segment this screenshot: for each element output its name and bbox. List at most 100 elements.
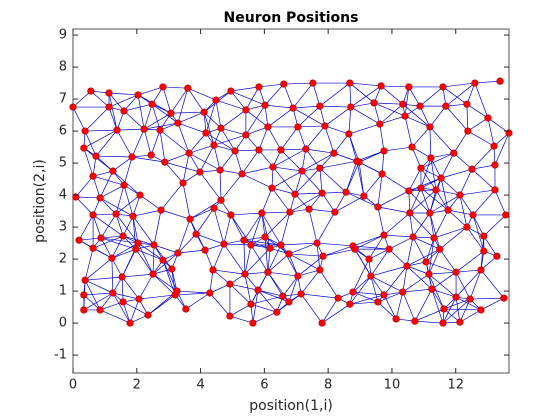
connection [112,292,140,300]
neuron [285,298,293,306]
neuron [119,232,127,240]
connection [428,237,435,275]
y-tick-label: -1 [54,348,67,363]
connection [252,290,259,324]
connection [466,226,485,252]
connection [440,153,455,179]
neuron [277,146,285,154]
connection [420,167,442,179]
neuron [334,294,342,302]
neuron [135,295,143,303]
connection [430,157,442,179]
connection [121,276,124,302]
connection [294,170,303,195]
connection [230,214,245,241]
neuron [206,289,214,297]
connection [471,164,496,170]
connection [312,82,321,107]
connection [182,153,190,183]
connection [280,126,299,151]
connection [402,291,416,322]
connection [244,247,271,275]
connection [138,294,176,300]
neuron [405,83,413,91]
connection [99,309,131,324]
connection [267,248,271,273]
connection [483,235,498,257]
connection [420,187,449,211]
connection [283,82,313,85]
connection [349,82,382,87]
connection [219,170,222,201]
connection [349,275,372,305]
neuron [255,83,263,91]
connection [280,244,299,277]
connection [137,94,145,130]
connection [300,269,321,295]
connection [319,269,339,299]
neuron [294,123,302,131]
x-tick-label: 12 [447,378,464,393]
connection [85,129,118,132]
connection [352,258,370,293]
connection [187,87,217,101]
connection [406,265,430,275]
x-tick-label: 6 [260,378,268,393]
connection [414,288,433,322]
connection [333,133,350,154]
neuron [432,186,440,194]
connection [162,86,172,114]
connection [264,211,291,238]
connection [84,280,101,311]
connection [244,274,252,305]
neuron [480,247,488,255]
connection [122,273,154,278]
connection [308,209,318,244]
connection [189,207,215,220]
connection [305,148,334,154]
connection [408,168,422,192]
neuron [439,83,447,91]
connection [455,272,471,300]
neuron [316,164,324,172]
connection [319,82,351,107]
neuron [321,122,329,130]
connection [245,104,266,136]
connection [494,189,507,216]
connection [188,144,215,154]
connection [250,303,277,313]
connection [455,250,485,273]
connection [267,126,282,151]
neuron [109,167,117,175]
neuron [380,147,388,155]
neuron [464,127,472,135]
neuron [318,319,326,327]
connection [459,309,482,323]
connection [99,197,117,215]
neuron [342,188,350,196]
connection [72,106,86,132]
neuron [120,107,128,115]
connection [455,269,482,298]
connection [305,148,321,169]
connection [406,265,433,290]
neuron [376,120,384,128]
connection [264,236,269,273]
connection [428,273,445,310]
neuron [286,208,294,216]
connection [350,102,375,108]
neuron [490,142,498,150]
connection [442,86,468,105]
connection [429,126,432,158]
neuron [258,209,266,217]
connection [112,156,133,172]
connection [121,249,137,278]
neuron [331,208,339,216]
neuron [89,244,97,252]
connection [480,297,505,311]
connection [373,102,381,125]
connection [122,301,149,316]
connection [447,209,468,228]
connection [294,167,321,195]
